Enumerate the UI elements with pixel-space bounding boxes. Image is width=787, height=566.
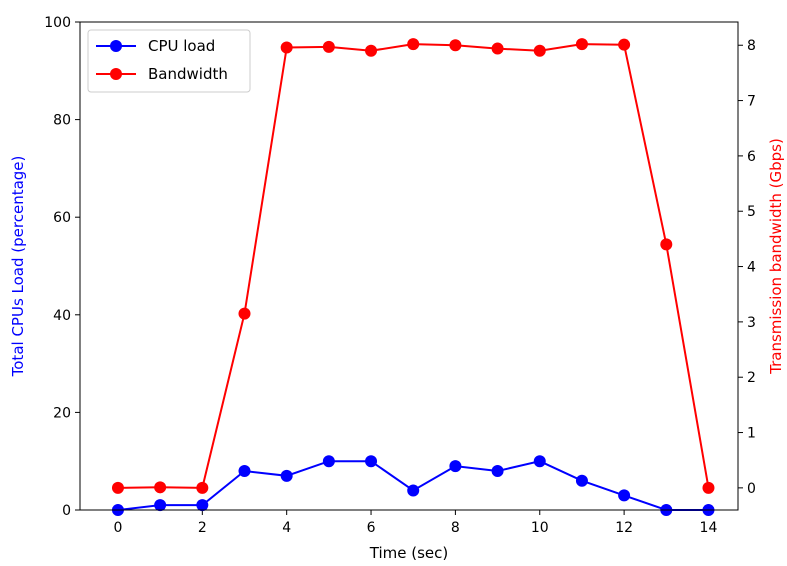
data-point-cpu [491, 464, 504, 477]
data-point-cpu [365, 455, 378, 468]
plot-frame [79, 21, 739, 511]
data-point-cpu [238, 464, 251, 477]
data-point-cpu [154, 499, 167, 512]
data-point-bandwidth [618, 38, 631, 51]
x-axis-title: Time (sec) [369, 544, 448, 562]
data-point-bandwidth [702, 481, 715, 494]
legend-item-bandwidth: Bandwidth [96, 65, 228, 83]
series-layer [111, 38, 715, 516]
data-point-cpu [575, 474, 588, 487]
series-line-bandwidth [117, 43, 710, 489]
x-tick-label: 6 [367, 520, 376, 536]
data-point-bandwidth [111, 481, 124, 494]
y-left-tick-label: 40 [53, 308, 71, 324]
x-tick-label: 4 [282, 520, 291, 536]
y-right-tick-label: 1 [747, 426, 756, 442]
data-point-cpu [618, 489, 631, 502]
data-point-bandwidth [449, 39, 462, 52]
y-right-tick-label: 4 [747, 260, 756, 276]
data-point-cpu [449, 460, 462, 473]
data-point-bandwidth [365, 44, 378, 57]
data-point-cpu [322, 455, 335, 468]
data-point-bandwidth [196, 481, 209, 494]
data-point-bandwidth [491, 42, 504, 55]
y-right-tick-label: 8 [747, 38, 756, 54]
data-point-cpu [533, 455, 546, 468]
legend-label-cpu: CPU load [148, 37, 215, 55]
data-point-bandwidth [154, 481, 167, 494]
x-tick-label: 2 [198, 520, 207, 536]
data-point-bandwidth [280, 41, 293, 54]
data-point-bandwidth [238, 307, 251, 320]
data-point-bandwidth [407, 38, 420, 51]
legend-marker-cpu [110, 40, 122, 52]
data-point-bandwidth [575, 38, 588, 51]
data-point-cpu [196, 499, 209, 512]
data-point-cpu [280, 469, 293, 482]
y-right-tick-label: 0 [747, 481, 756, 497]
data-point-bandwidth [660, 238, 673, 251]
y-left-tick-label: 80 [53, 113, 71, 129]
y-right-tick-label: 7 [747, 94, 756, 110]
x-tick-label: 10 [531, 520, 549, 536]
legend-item-cpu: CPU load [96, 37, 215, 55]
legend-marker-bandwidth [110, 68, 122, 80]
y-left-tick-label: 20 [53, 405, 71, 421]
y-left-tick-label: 60 [53, 210, 71, 226]
y-right-tick-label: 5 [747, 204, 756, 220]
y-right-axis-title: Transmission bandwidth (Gbps) [767, 138, 785, 375]
y-left-tick-label: 0 [62, 503, 71, 519]
y-right-tick-label: 6 [747, 149, 756, 165]
y-right-tick-label: 2 [747, 370, 756, 386]
y-right-tick-label: 3 [747, 315, 756, 331]
x-tick-label: 8 [451, 520, 460, 536]
y-left-tick-label: 100 [44, 15, 71, 31]
x-tick-label: 14 [700, 520, 718, 536]
y-left-axis-title: Total CPUs Load (percentage) [9, 156, 27, 378]
x-tick-label: 0 [114, 520, 123, 536]
data-point-bandwidth [322, 40, 335, 53]
legend: CPU load Bandwidth [87, 29, 251, 93]
data-point-cpu [407, 484, 420, 497]
x-tick-label: 12 [615, 520, 633, 536]
legend-label-bandwidth: Bandwidth [148, 65, 228, 83]
data-point-bandwidth [533, 44, 546, 57]
